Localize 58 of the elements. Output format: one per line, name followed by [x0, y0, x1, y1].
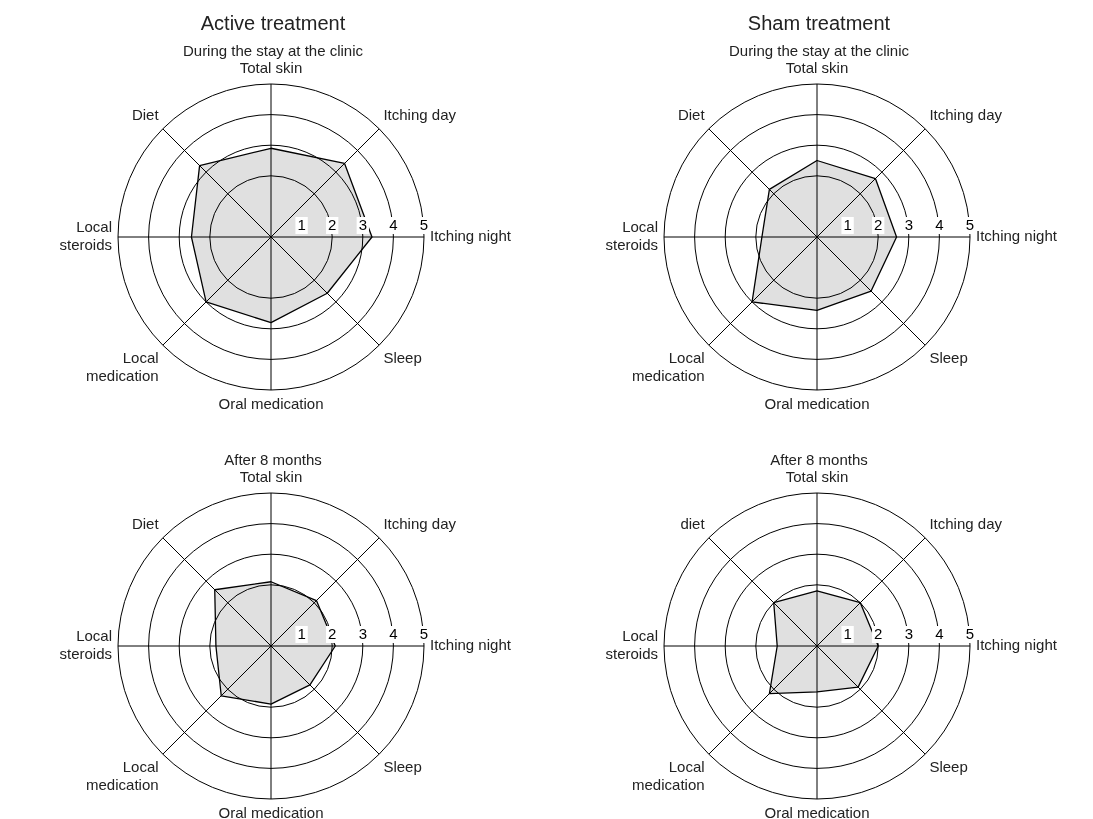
spoke-label: Local steroids [59, 218, 112, 254]
spoke-label: Diet [677, 105, 706, 123]
y-tick-label: 5 [965, 215, 975, 233]
y-tick-label: 3 [904, 624, 913, 642]
chart-title: Sham treatment [746, 12, 892, 36]
spoke-label: Local medication [632, 348, 705, 384]
y-tick-label: 2 [874, 215, 883, 233]
y-tick-label: 4 [935, 624, 944, 642]
spoke-label: Oral medication [218, 395, 324, 413]
spoke-label: Local steroids [605, 627, 658, 663]
chart-subtitle: After 8 months [223, 451, 323, 469]
y-tick-label: 5 [419, 624, 429, 642]
y-tick-label: 1 [843, 215, 852, 233]
y-tick-label: 1 [843, 624, 852, 642]
spoke-label: Itching day [929, 514, 1003, 532]
chart-subtitle: During the stay at the clinic [727, 42, 911, 60]
spoke-label: Sleep [929, 348, 968, 366]
y-tick-label: 2 [328, 624, 337, 642]
chart-subtitle: During the stay at the clinic [181, 42, 365, 60]
spoke-label: Diet [131, 105, 160, 123]
spoke-label: Total skin [785, 468, 849, 486]
spoke-label: Local steroids [59, 627, 112, 663]
y-tick-label: 1 [297, 624, 306, 642]
spoke-label: Itching night [430, 227, 512, 245]
spoke-label: Total skin [239, 59, 303, 77]
y-tick-label: 4 [389, 624, 398, 642]
y-tick-label: 5 [965, 624, 975, 642]
spoke-label: Itching night [976, 227, 1058, 245]
spoke-label: Total skin [239, 468, 303, 486]
spoke-label: Sleep [383, 348, 422, 366]
y-tick-label: 2 [328, 215, 337, 233]
spoke-label: Sleep [383, 757, 422, 775]
spoke-label: Local steroids [605, 218, 658, 254]
chart-subtitle: After 8 months [769, 451, 869, 469]
spoke-label: Oral medication [218, 804, 324, 819]
spoke-label: Oral medication [764, 395, 870, 413]
y-tick-label: 2 [874, 624, 883, 642]
y-tick-label: 4 [389, 215, 398, 233]
spoke-label: diet [680, 514, 706, 532]
y-tick-label: 3 [358, 215, 367, 233]
spoke-label: Diet [131, 514, 160, 532]
y-tick-label: 3 [904, 215, 913, 233]
spoke-label: Itching night [976, 636, 1058, 654]
spoke-label: Itching day [383, 514, 457, 532]
chart-title: Active treatment [199, 12, 347, 36]
spoke-label: Itching day [383, 105, 457, 123]
y-tick-label: 3 [358, 624, 367, 642]
spoke-label: Local medication [86, 757, 159, 793]
spoke-label: Itching night [430, 636, 512, 654]
y-tick-label: 5 [419, 215, 429, 233]
spoke-label: Local medication [632, 757, 705, 793]
y-tick-label: 1 [297, 215, 306, 233]
spoke-label: Sleep [929, 757, 968, 775]
spoke-label: Local medication [86, 348, 159, 384]
y-tick-label: 4 [935, 215, 944, 233]
spoke-label: Itching day [929, 105, 1003, 123]
spoke-label: Oral medication [764, 804, 870, 819]
spoke-label: Total skin [785, 59, 849, 77]
